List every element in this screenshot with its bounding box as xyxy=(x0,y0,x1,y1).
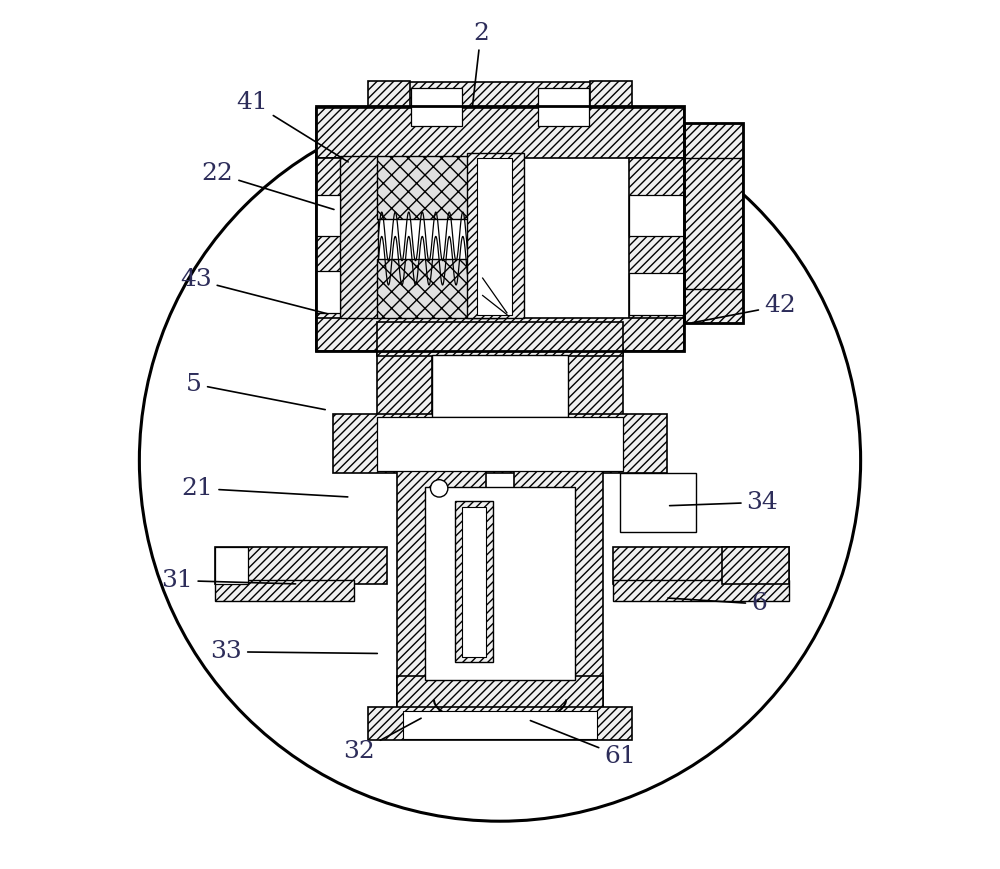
Bar xyxy=(425,487,575,680)
Circle shape xyxy=(430,480,448,497)
Bar xyxy=(684,289,743,323)
Bar xyxy=(613,547,789,584)
Text: 2: 2 xyxy=(473,22,489,106)
Bar xyxy=(590,81,632,143)
Text: 21: 21 xyxy=(182,477,348,500)
Bar xyxy=(377,156,503,219)
Bar xyxy=(333,414,667,473)
Bar xyxy=(684,123,743,158)
Bar xyxy=(626,478,690,528)
Bar xyxy=(629,273,684,315)
Bar xyxy=(377,348,432,419)
Bar xyxy=(377,259,503,318)
Text: 22: 22 xyxy=(202,163,334,209)
Text: 33: 33 xyxy=(210,640,377,663)
Bar xyxy=(613,580,789,601)
Text: 61: 61 xyxy=(530,720,636,767)
Bar xyxy=(629,195,684,236)
Bar xyxy=(316,318,684,351)
Bar xyxy=(316,106,684,351)
Bar xyxy=(684,123,743,323)
Bar xyxy=(316,195,340,236)
Bar xyxy=(368,81,410,143)
Bar xyxy=(455,501,493,662)
Bar xyxy=(377,417,623,471)
Bar xyxy=(432,355,568,417)
Text: 34: 34 xyxy=(670,491,778,514)
Text: 32: 32 xyxy=(343,719,421,763)
Bar xyxy=(316,158,371,351)
Bar xyxy=(340,156,378,318)
Bar xyxy=(629,158,684,351)
Text: 5: 5 xyxy=(186,373,325,409)
Bar xyxy=(215,580,354,601)
Bar xyxy=(411,88,462,126)
Bar xyxy=(377,322,623,356)
Bar xyxy=(462,507,486,657)
Bar xyxy=(316,271,340,313)
Text: 41: 41 xyxy=(237,91,348,162)
Bar xyxy=(568,348,623,419)
Text: 31: 31 xyxy=(161,569,296,592)
Bar xyxy=(538,88,589,126)
Bar xyxy=(397,676,603,720)
Bar xyxy=(403,711,597,739)
Bar xyxy=(385,82,615,132)
Bar xyxy=(467,153,524,318)
Text: 42: 42 xyxy=(692,295,796,322)
Bar xyxy=(477,158,512,315)
Bar xyxy=(514,463,603,720)
Bar xyxy=(397,463,486,720)
Text: 6: 6 xyxy=(668,593,767,615)
Bar xyxy=(722,547,789,584)
Bar xyxy=(316,108,684,158)
Bar xyxy=(368,707,632,740)
Bar xyxy=(215,547,387,584)
Bar xyxy=(684,132,743,323)
Text: 43: 43 xyxy=(180,269,328,314)
Circle shape xyxy=(139,100,861,821)
Bar xyxy=(620,473,696,532)
Bar xyxy=(215,547,248,584)
